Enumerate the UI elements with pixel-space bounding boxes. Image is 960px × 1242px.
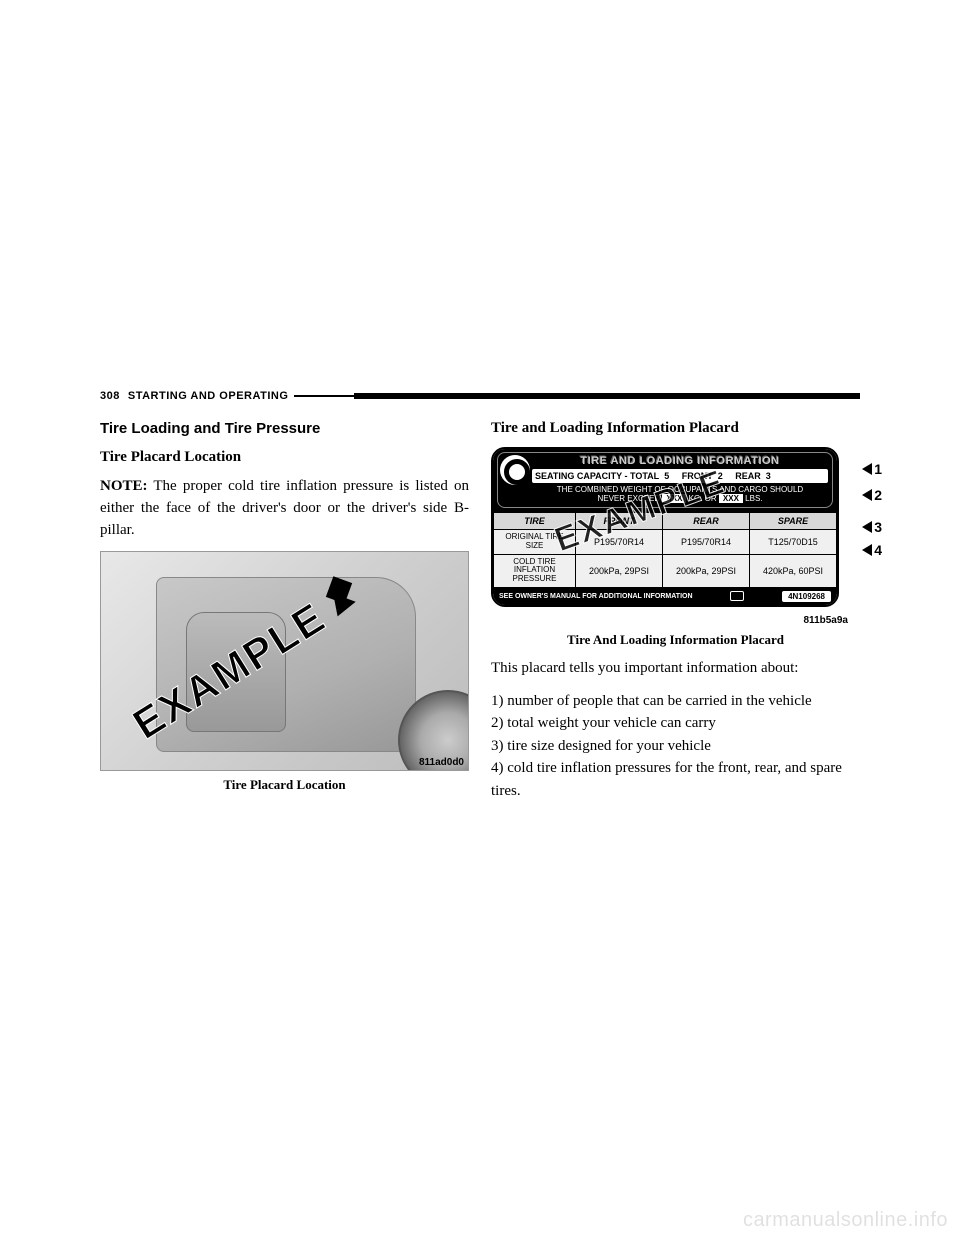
figure-placard-location: EXAMPLE 811ad0d0 Tire Placard Location <box>100 551 469 793</box>
seating-label: SEATING CAPACITY - TOTAL <box>535 471 659 481</box>
placard-title: TIRE AND LOADING INFORMATION <box>502 455 828 467</box>
page-header: 308 STARTING AND OPERATING <box>100 390 860 402</box>
callout-1: 1 <box>862 461 882 477</box>
triangle-icon <box>862 544 872 556</box>
tire-loading-placard: TIRE AND LOADING INFORMATION SEATING CAP… <box>491 447 839 607</box>
callout-num: 3 <box>874 519 882 535</box>
callout-4: 4 <box>862 542 882 558</box>
weight-lbs: LBS. <box>745 494 762 503</box>
row2-spare: 420kPa, 60PSI <box>750 554 837 587</box>
callout-num: 2 <box>874 487 882 503</box>
callout-2: 2 <box>862 487 882 503</box>
left-column: Tire Loading and Tire Pressure Tire Plac… <box>100 420 469 802</box>
placard-bottom-text: SEE OWNER'S MANUAL FOR ADDITIONAL INFORM… <box>499 593 693 600</box>
right-column: Tire and Loading Information Placard TIR… <box>491 420 860 802</box>
callout-num: 1 <box>874 461 882 477</box>
placard-part-number: 4N109268 <box>782 591 831 602</box>
section-title: STARTING AND OPERATING <box>128 390 289 402</box>
tire-icon <box>500 455 530 485</box>
placard-intro: This placard tells you important informa… <box>491 658 860 680</box>
triangle-icon <box>862 489 872 501</box>
seating-rear-label: REAR <box>735 471 761 481</box>
triangle-icon <box>862 463 872 475</box>
watermark: carmanualsonline.info <box>743 1209 948 1232</box>
row2-rear: 200kPa, 29PSI <box>663 554 750 587</box>
note-paragraph: NOTE: The proper cold tire inflation pre… <box>100 476 469 541</box>
placard-bottom-bar: SEE OWNER'S MANUAL FOR ADDITIONAL INFORM… <box>493 588 837 605</box>
book-icon <box>730 591 744 601</box>
heading-tire-loading: Tire Loading and Tire Pressure <box>100 420 469 437</box>
table-row: ORIGINAL TIRE SIZE P195/70R14 P195/70R14… <box>494 530 837 555</box>
list-item: 2) total weight your vehicle can carry <box>491 712 860 735</box>
note-body: The proper cold tire inflation pressure … <box>100 478 469 538</box>
callout-3: 3 <box>862 519 882 535</box>
triangle-icon <box>862 521 872 533</box>
row1-rear: P195/70R14 <box>663 530 750 555</box>
heading-info-placard: Tire and Loading Information Placard <box>491 420 860 437</box>
placard-table: TIRE FRONT REAR SPARE ORIGINAL TIRE SIZE… <box>493 512 837 588</box>
placard-figure-wrap: TIRE AND LOADING INFORMATION SEATING CAP… <box>491 447 860 607</box>
content-columns: Tire Loading and Tire Pressure Tire Plac… <box>100 420 860 802</box>
header-rule-thin <box>294 395 354 397</box>
figure-ref-right: 811b5a9a <box>491 615 860 626</box>
page-number: 308 <box>100 390 120 402</box>
row1-spare: T125/70D15 <box>750 530 837 555</box>
note-label: NOTE: <box>100 478 148 494</box>
caption-info-placard: Tire And Loading Information Placard <box>491 632 860 648</box>
manual-page: 308 STARTING AND OPERATING Tire Loading … <box>100 390 860 802</box>
callout-num: 4 <box>874 542 882 558</box>
table-row: COLD TIRE INFLATION PRESSURE 200kPa, 29P… <box>494 554 837 587</box>
list-item: 3) tire size designed for your vehicle <box>491 735 860 758</box>
seating-rear: 3 <box>766 471 771 481</box>
tire-icon-ring <box>504 459 530 485</box>
row2-front: 200kPa, 29PSI <box>576 554 663 587</box>
th-spare: SPARE <box>750 513 837 530</box>
illustration-car-door: EXAMPLE 811ad0d0 <box>100 551 469 771</box>
heading-placard-location: Tire Placard Location <box>100 449 469 466</box>
header-rule-thick <box>354 393 860 399</box>
caption-placard-location: Tire Placard Location <box>100 777 469 793</box>
list-item: 1) number of people that can be carried … <box>491 690 860 713</box>
row2-label-b: INFLATION PRESSURE <box>512 565 556 583</box>
list-item: 4) cold tire inflation pressures for the… <box>491 757 860 802</box>
row2-label-a: COLD TIRE <box>513 557 556 566</box>
figure-ref-left: 811ad0d0 <box>419 757 464 768</box>
